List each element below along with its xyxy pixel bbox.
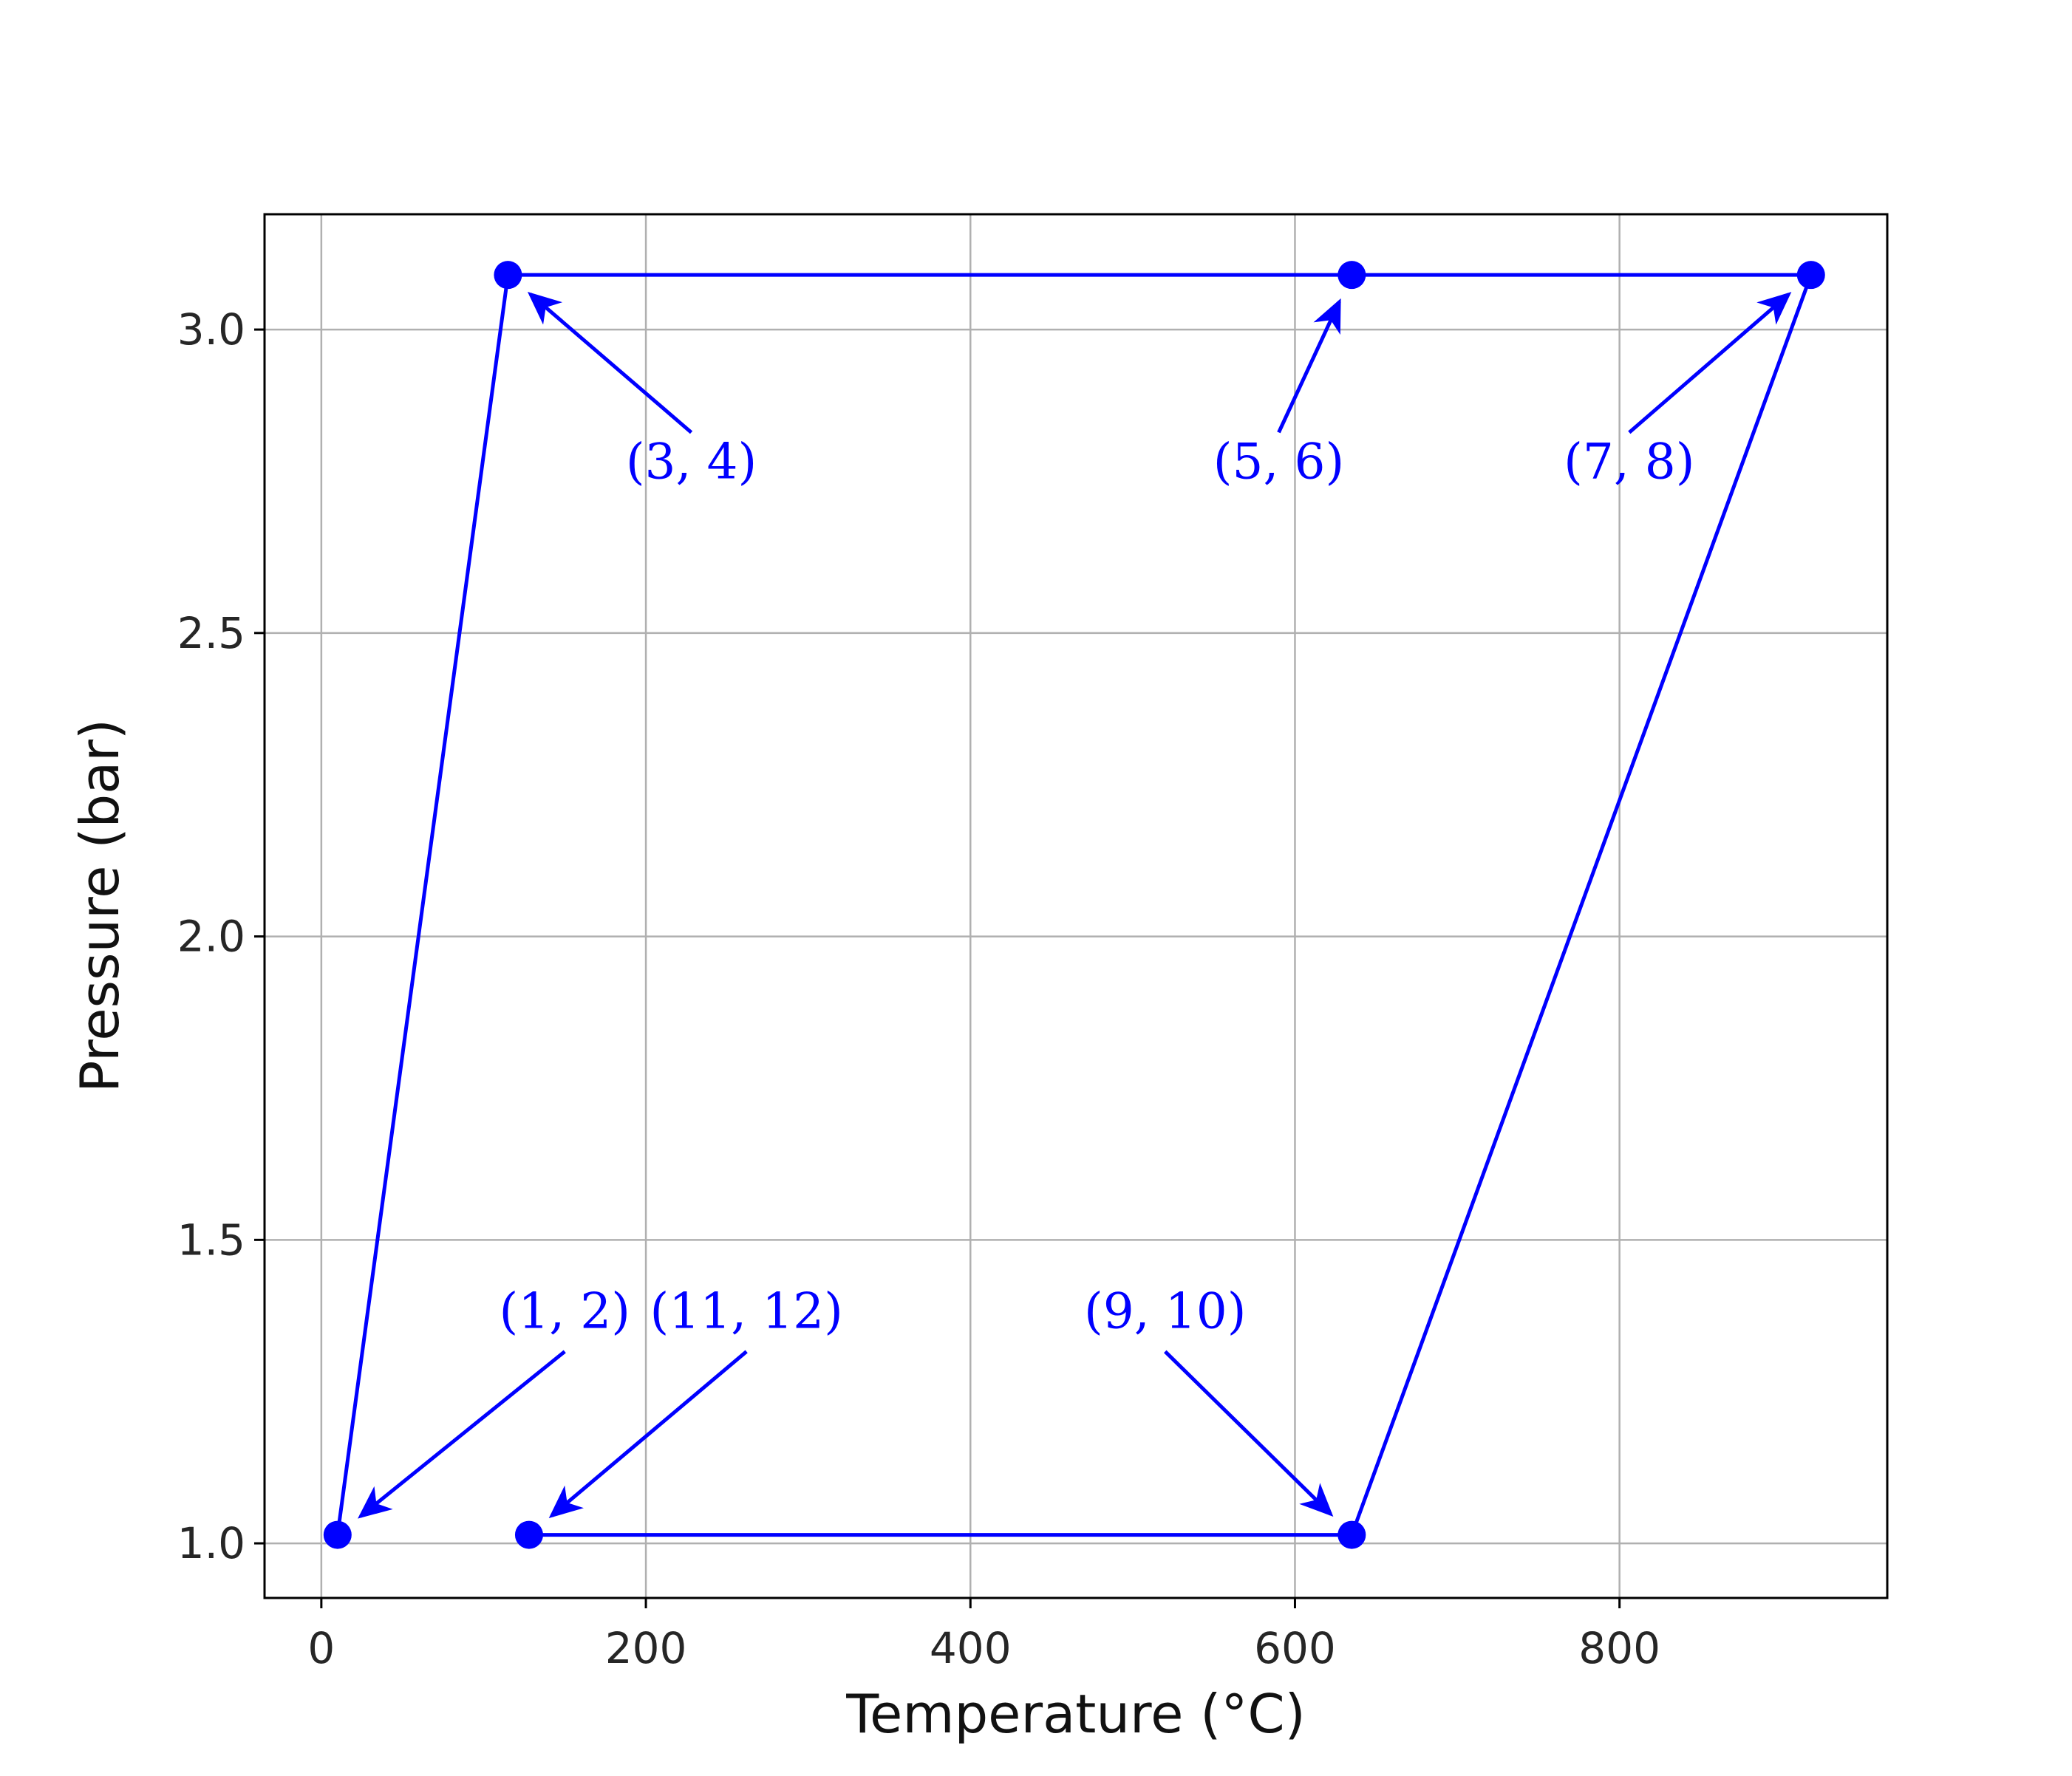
annotation-label: (3, 4) — [626, 433, 757, 490]
annotation-arrow — [548, 1350, 748, 1519]
plot-frame — [263, 213, 1889, 1599]
annotations: (1, 2) (3, 4) (5, 6) (7, 8) (9, 10) (11, 12) — [358, 291, 1792, 1519]
data-point — [1337, 1520, 1366, 1549]
annotation-label: (5, 6) — [1213, 433, 1344, 490]
series-line — [335, 273, 1813, 1537]
data-point — [1337, 261, 1366, 290]
annotation-arrow — [527, 291, 693, 434]
data-point — [323, 1520, 352, 1549]
data-point — [1796, 261, 1825, 290]
annotation-arrow — [1628, 292, 1792, 434]
y-tick-label: 1.0 — [177, 1518, 245, 1568]
y-tick-label: 2.0 — [177, 912, 245, 962]
data-point — [494, 261, 522, 290]
annotation-label: (9, 10) — [1084, 1283, 1246, 1339]
y-tick-label: 2.5 — [177, 608, 245, 658]
annotation-label: (1, 2) — [500, 1283, 630, 1339]
x-tick-label: 400 — [930, 1623, 1012, 1673]
annotation-label: (7, 8) — [1564, 433, 1694, 490]
data-series — [323, 261, 1825, 1549]
x-tick-label: 0 — [307, 1623, 335, 1673]
annotation-arrow — [358, 1350, 566, 1519]
y-axis-ticks: 1.0 1.5 2.0 2.5 3.0 — [177, 304, 265, 1568]
x-axis-label: Temperature (°C) — [845, 1683, 1305, 1745]
x-tick-label: 800 — [1578, 1623, 1660, 1673]
annotation-arrow — [1277, 298, 1341, 434]
x-axis-ticks: 0 200 400 600 800 — [307, 1598, 1660, 1673]
y-tick-label: 1.5 — [177, 1215, 245, 1265]
y-axis-label: Pressure (bar) — [69, 719, 131, 1093]
annotation-arrow — [1164, 1350, 1334, 1517]
x-tick-label: 200 — [605, 1623, 687, 1673]
x-tick-label: 600 — [1254, 1623, 1336, 1673]
annotation-label: (11, 12) — [650, 1283, 843, 1339]
data-point — [514, 1520, 543, 1549]
y-tick-label: 3.0 — [177, 304, 245, 355]
